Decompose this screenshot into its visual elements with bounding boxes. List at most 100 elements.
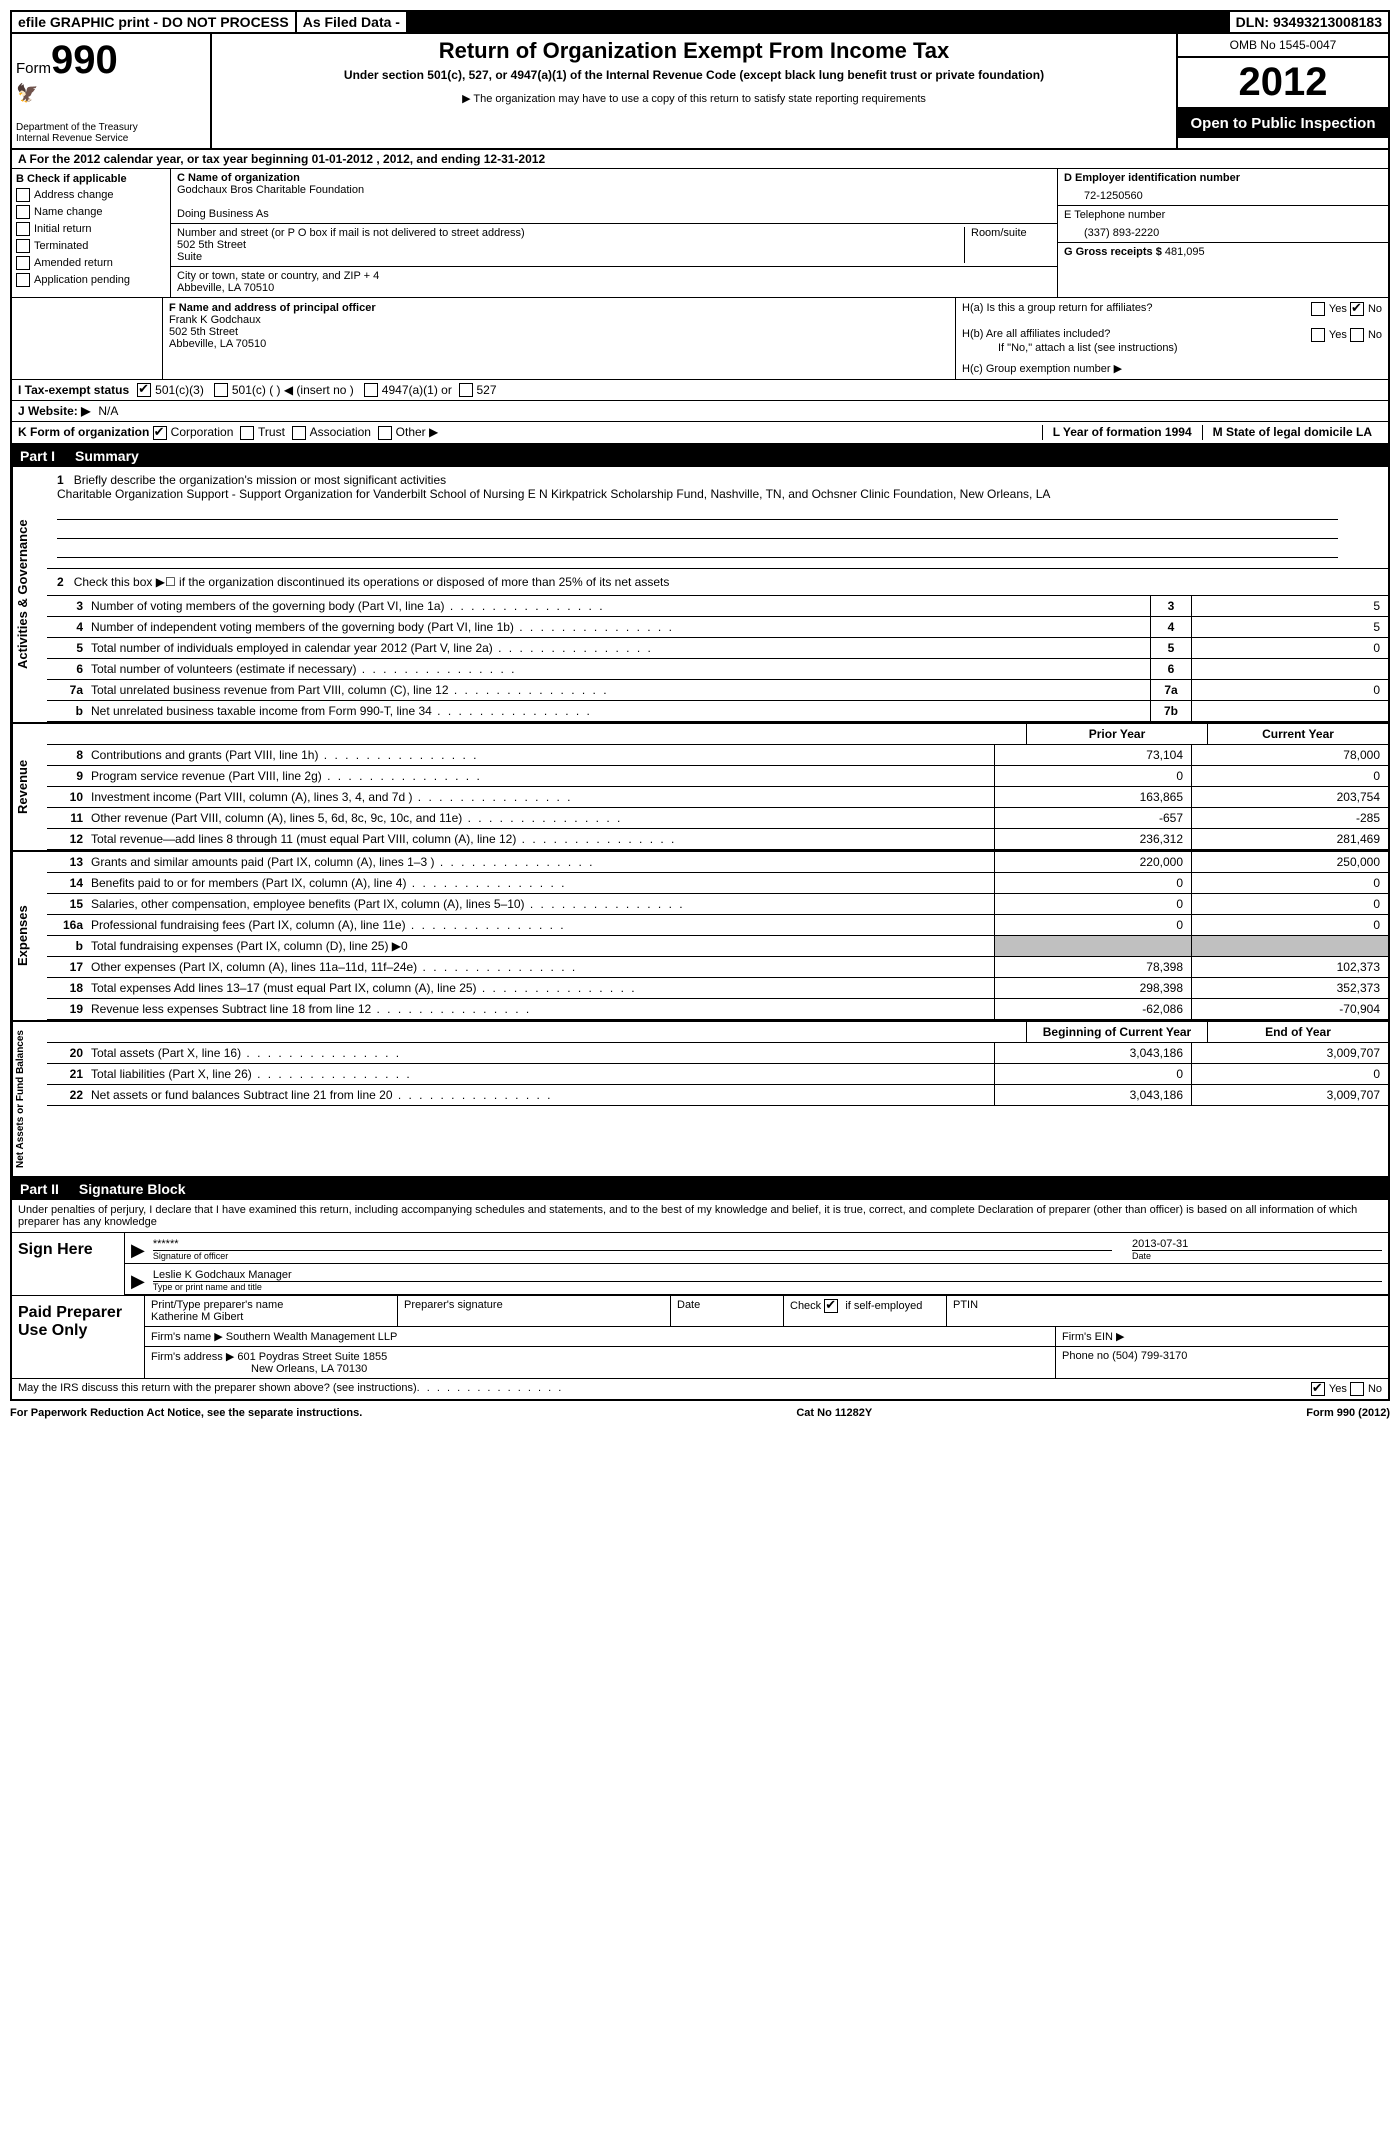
line-1-num: 1 — [57, 473, 64, 487]
chk-application-pending[interactable]: Application pending — [16, 273, 166, 287]
line-j-website: J Website: ▶ N/A — [10, 401, 1390, 422]
chk-association[interactable] — [292, 426, 306, 440]
phone-value: (337) 893-2220 — [1064, 221, 1382, 239]
ha-yesno: Yes No — [1311, 302, 1382, 316]
expense-line-b: bTotal fundraising expenses (Part IX, co… — [47, 936, 1388, 957]
revenue-section: Revenue Prior Year Current Year 8Contrib… — [12, 724, 1388, 852]
signature-label: Signature of officer — [153, 1250, 1112, 1261]
chk-initial-return[interactable]: Initial return — [16, 222, 166, 236]
chk-corporation[interactable] — [153, 426, 167, 440]
footer-left: For Paperwork Reduction Act Notice, see … — [10, 1407, 362, 1419]
dln-cell: DLN: 93493213008183 — [1230, 12, 1388, 32]
line-2-text: Check this box ▶☐ if the organization di… — [74, 575, 670, 589]
mission-text: Charitable Organization Support - Suppor… — [57, 487, 1050, 501]
firm-name-label: Firm's name ▶ — [151, 1331, 223, 1343]
mission-block: 1 Briefly describe the organization's mi… — [47, 467, 1388, 569]
omb-number: OMB No 1545-0047 — [1178, 34, 1388, 58]
chk-terminated[interactable]: Terminated — [16, 239, 166, 253]
vlabel-revenue: Revenue — [12, 724, 47, 850]
line-2-num: 2 — [57, 575, 64, 589]
self-employed-cell: Check if self-employed — [784, 1296, 947, 1326]
revenue-col-header: Prior Year Current Year — [47, 724, 1388, 745]
phone-label: E Telephone number — [1064, 209, 1382, 221]
chk-discuss-yes[interactable] — [1311, 1382, 1325, 1396]
hc-label: H(c) Group exemption number ▶ — [962, 362, 1382, 375]
chk-527[interactable] — [459, 383, 473, 397]
form-label: Form — [16, 60, 51, 77]
expense-line-15: 15Salaries, other compensation, employee… — [47, 894, 1388, 915]
section-f: F Name and address of principal officer … — [163, 298, 956, 379]
line-a-tax-year: A For the 2012 calendar year, or tax yea… — [10, 150, 1390, 169]
chk-discuss-no[interactable] — [1350, 1382, 1364, 1396]
state-reporting-note: ▶ The organization may have to use a cop… — [220, 92, 1168, 105]
chk-4947[interactable] — [364, 383, 378, 397]
officer-addr2: Abbeville, LA 70510 — [169, 338, 949, 350]
revenue-line-10: 10Investment income (Part VIII, column (… — [47, 787, 1388, 808]
address-cell: Number and street (or P O box if mail is… — [171, 224, 1057, 267]
current-year-header: Current Year — [1207, 724, 1388, 744]
chk-name-change[interactable]: Name change — [16, 205, 166, 219]
perjury-text: Under penalties of perjury, I declare th… — [12, 1200, 1388, 1233]
expense-line-17: 17Other expenses (Part IX, column (A), l… — [47, 957, 1388, 978]
expenses-section: Expenses 13Grants and similar amounts pa… — [12, 852, 1388, 1022]
return-subtitle: Under section 501(c), 527, or 4947(a)(1)… — [220, 68, 1168, 82]
chk-amended[interactable]: Amended return — [16, 256, 166, 270]
efile-notice: efile GRAPHIC print - DO NOT PROCESS — [12, 12, 297, 32]
preparer-name: Katherine M Gibert — [151, 1311, 391, 1323]
city-cell: City or town, state or country, and ZIP … — [171, 267, 1057, 297]
dept-treasury: Department of the Treasury — [16, 122, 206, 133]
ptin-label: PTIN — [947, 1296, 1388, 1326]
tax-year: 2012 — [1178, 58, 1388, 109]
org-name-label: C Name of organization — [177, 172, 1051, 184]
row-f-h: F Name and address of principal officer … — [10, 297, 1390, 380]
officer-name-label: Type or print name and title — [153, 1281, 1382, 1292]
section-h: H(a) Is this a group return for affiliat… — [956, 298, 1388, 379]
irs-discuss-line: May the IRS discuss this return with the… — [12, 1378, 1388, 1399]
chk-501c[interactable] — [214, 383, 228, 397]
chk-self-employed[interactable] — [824, 1299, 838, 1313]
expense-line-18: 18Total expenses Add lines 13–17 (must e… — [47, 978, 1388, 999]
expense-line-16a: 16aProfessional fundraising fees (Part I… — [47, 915, 1388, 936]
preparer-name-label: Print/Type preparer's name — [151, 1299, 391, 1311]
officer-addr1: 502 5th Street — [169, 326, 949, 338]
org-name-value: Godchaux Bros Charitable Foundation — [177, 184, 1051, 196]
net-col-header: Beginning of Current Year End of Year — [47, 1022, 1388, 1043]
chk-501c3[interactable] — [137, 383, 151, 397]
row-f-spacer — [12, 298, 163, 379]
header-left: Form990 🦅 Department of the Treasury Int… — [12, 34, 212, 148]
paid-preparer-row: Paid Preparer Use Only Print/Type prepar… — [12, 1295, 1388, 1378]
firm-phone: Phone no (504) 799-3170 — [1056, 1347, 1388, 1378]
gross-receipts-cell: G Gross receipts $ 481,095 — [1058, 243, 1388, 261]
gov-line-6: 6Total number of volunteers (estimate if… — [47, 659, 1388, 680]
i-label: I Tax-exempt status — [18, 383, 129, 397]
vlabel-activities: Activities & Governance — [12, 467, 47, 722]
return-title: Return of Organization Exempt From Incom… — [220, 38, 1168, 64]
preparer-sig-label: Preparer's signature — [398, 1296, 671, 1326]
signature-block: Under penalties of perjury, I declare th… — [10, 1200, 1390, 1401]
mission-label: Briefly describe the organization's miss… — [74, 473, 446, 487]
col-b-label: B Check if applicable — [16, 173, 166, 185]
column-d-ein: D Employer identification number 72-1250… — [1057, 169, 1388, 297]
revenue-line-9: 9Program service revenue (Part VIII, lin… — [47, 766, 1388, 787]
net-assets-section: Net Assets or Fund Balances Beginning of… — [12, 1022, 1388, 1176]
irs-discuss-text: May the IRS discuss this return with the… — [18, 1382, 417, 1396]
prior-year-header: Prior Year — [1026, 724, 1207, 744]
expense-line-13: 13Grants and similar amounts paid (Part … — [47, 852, 1388, 873]
footer-cat-no: Cat No 11282Y — [796, 1407, 872, 1419]
firm-name-line: Firm's name ▶ Southern Wealth Management… — [145, 1327, 1388, 1347]
footer-form-ref: Form 990 (2012) — [1306, 1407, 1390, 1419]
expense-line-19: 19Revenue less expenses Subtract line 18… — [47, 999, 1388, 1020]
chk-address-change[interactable]: Address change — [16, 188, 166, 202]
vlabel-net-assets: Net Assets or Fund Balances — [12, 1022, 47, 1176]
officer-name: Frank K Godchaux — [169, 314, 949, 326]
activities-governance-section: Activities & Governance 1 Briefly descri… — [12, 467, 1388, 724]
sign-here-row: Sign Here ▶ ****** Signature of officer … — [12, 1233, 1388, 1295]
dba-label: Doing Business As — [177, 208, 1051, 220]
chk-trust[interactable] — [240, 426, 254, 440]
eagle-icon: 🦅 — [16, 83, 206, 104]
gov-line-b: bNet unrelated business taxable income f… — [47, 701, 1388, 722]
ein-cell: D Employer identification number 72-1250… — [1058, 169, 1388, 206]
vlabel-expenses: Expenses — [12, 852, 47, 1020]
chk-other[interactable] — [378, 426, 392, 440]
preparer-header-line: Print/Type preparer's name Katherine M G… — [145, 1296, 1388, 1327]
